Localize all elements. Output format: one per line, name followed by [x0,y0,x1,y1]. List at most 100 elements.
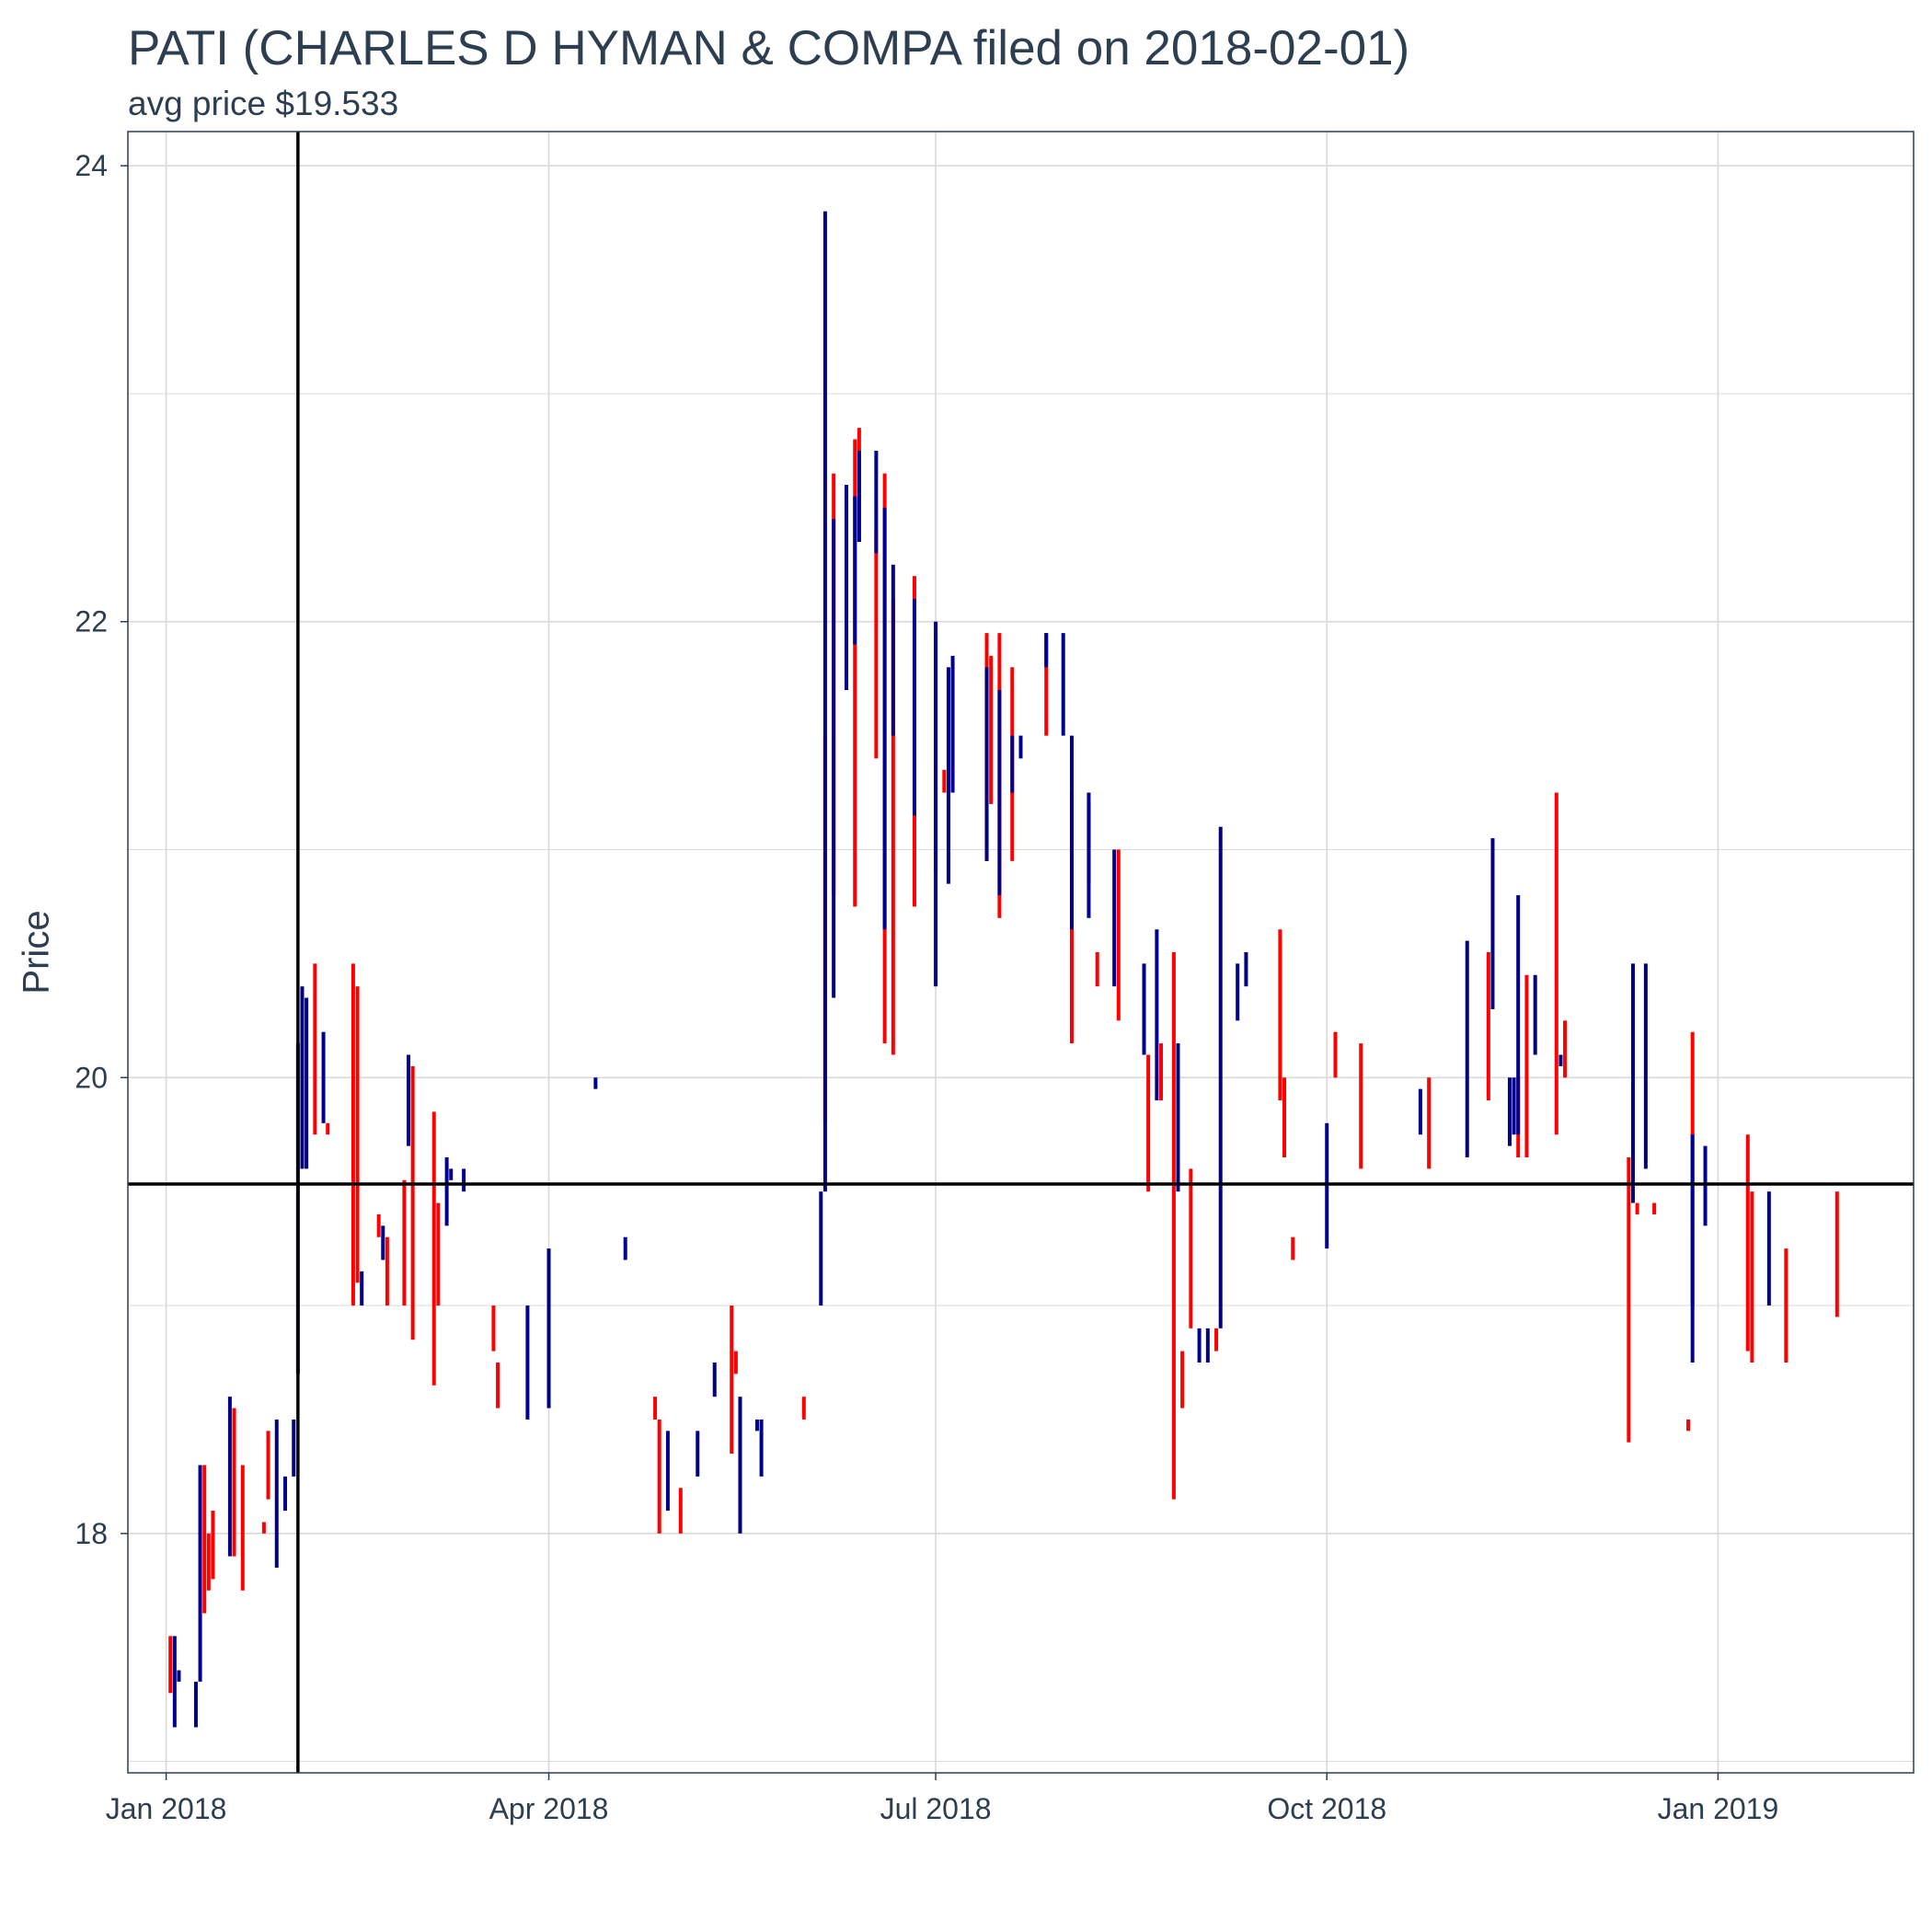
price-bar-up [1516,895,1521,1135]
price-bar-down [1333,1031,1338,1078]
price-bar-up [623,1236,627,1260]
price-bar-up [1010,735,1015,793]
price-bar-down [1116,849,1121,1021]
price-bars [168,211,1839,1728]
price-bar-up [444,1157,449,1226]
price-bar-up [1236,963,1240,1021]
price-bar-up [1061,633,1065,736]
price-bar-up [822,211,827,1192]
price-bar-up [381,1225,385,1260]
y-axis: 18 20 22 24 [75,149,128,1550]
price-bar-up [857,450,861,542]
price-bar-down [733,1351,738,1374]
price-bar-up [274,1419,279,1568]
price-bar-up [1112,849,1117,987]
x-tick-label: Apr 2018 [489,1792,609,1825]
price-bar-down [1554,792,1558,1135]
price-bar-up [1690,1134,1695,1363]
price-bar-up [934,621,938,987]
price-bar-up [912,598,916,816]
price-bar-up [360,1271,364,1306]
y-axis-title: Price [17,910,57,994]
price-bar-up [1325,1122,1329,1249]
price-bar-down [1524,974,1529,1157]
price-bar-down [1686,1419,1691,1432]
chart-subtitle: avg price $19.533 [128,85,399,122]
price-bar-down [1427,1077,1432,1169]
price-bar-up [1490,838,1495,1009]
price-bar-up [292,1419,296,1477]
price-bar-up [1558,1054,1563,1066]
price-bar-up [1418,1088,1422,1135]
price-bar-up [177,1670,181,1682]
price-bar-up [738,1397,742,1534]
price-bar-down [266,1431,270,1500]
price-bar-down [261,1522,266,1534]
x-tick-label: Jul 2018 [880,1792,992,1825]
price-bar-up [1069,735,1074,930]
price-bar-up [1197,1328,1202,1363]
price-bar-down [376,1213,381,1237]
price-bar-up [198,1465,202,1682]
price-bar-up [449,1168,454,1180]
x-tick-label: Jan 2019 [1658,1792,1779,1825]
price-bar-down [891,598,895,1055]
price-bar-down [1627,1157,1631,1443]
price-bar-up [546,1248,551,1409]
price-bar-down [1095,952,1099,987]
price-bar-up [891,564,895,736]
price-bar-up [1703,1145,1708,1226]
price-bar-down [436,1202,441,1306]
y-tick-label: 22 [75,605,108,638]
plot-panel-border [127,131,1915,1774]
price-bar-down [1189,1168,1193,1328]
price-bar-down [355,986,360,1283]
price-bar-up [984,667,989,861]
price-bar-down [1635,1202,1639,1214]
price-bar-up [1155,929,1159,1101]
price-bar-up [1087,792,1091,918]
price-bar-up [1142,963,1146,1055]
price-bar-down [168,1636,173,1694]
price-bar-down [730,1305,734,1455]
y-tick-label: 18 [75,1517,108,1550]
price-bar-up [525,1305,530,1420]
price-bar-down [1171,952,1176,1500]
price-bar-up [819,1191,823,1306]
price-bar-down [240,1465,245,1591]
x-tick-label: Jan 2018 [106,1792,227,1825]
price-bar-down [1784,1248,1788,1363]
price-bar-up [1176,1043,1180,1192]
price-bar-down [1180,1351,1185,1409]
x-tick-label: Oct 2018 [1267,1792,1386,1825]
price-bar-down [1159,1043,1164,1101]
price-bar-up [1533,974,1537,1055]
price-bar-up [874,450,879,554]
chart-title: PATI (CHARLES D HYMAN & COMPA filed on 2… [128,21,1410,75]
price-bar-up [1766,1191,1771,1306]
price-bar-down [206,1533,211,1591]
price-bar-down [232,1408,236,1557]
price-bar-down [942,769,947,793]
price-bar-up [305,997,309,1169]
price-bar-up [946,667,950,884]
price-bar-up [593,1077,598,1089]
price-bar-up [696,1431,700,1477]
price-bar-down [801,1397,806,1420]
price-bar-down [1486,952,1490,1101]
price-bar-down [653,1397,658,1420]
price-bar-down [1750,1191,1754,1363]
price-bar-up [282,1476,287,1512]
price-bar-up [462,1168,466,1192]
price-bar-up [1643,963,1648,1169]
price-bar-down [491,1305,496,1351]
price-bar-down [1146,1054,1151,1192]
price-bar-down [1214,1328,1219,1351]
y-tick-label: 20 [75,1061,108,1094]
price-bar-up [712,1363,717,1397]
price-bar-down [202,1465,207,1614]
price-bar-down [496,1363,500,1409]
price-bar-up [754,1419,759,1432]
price-bar-down [678,1488,683,1534]
